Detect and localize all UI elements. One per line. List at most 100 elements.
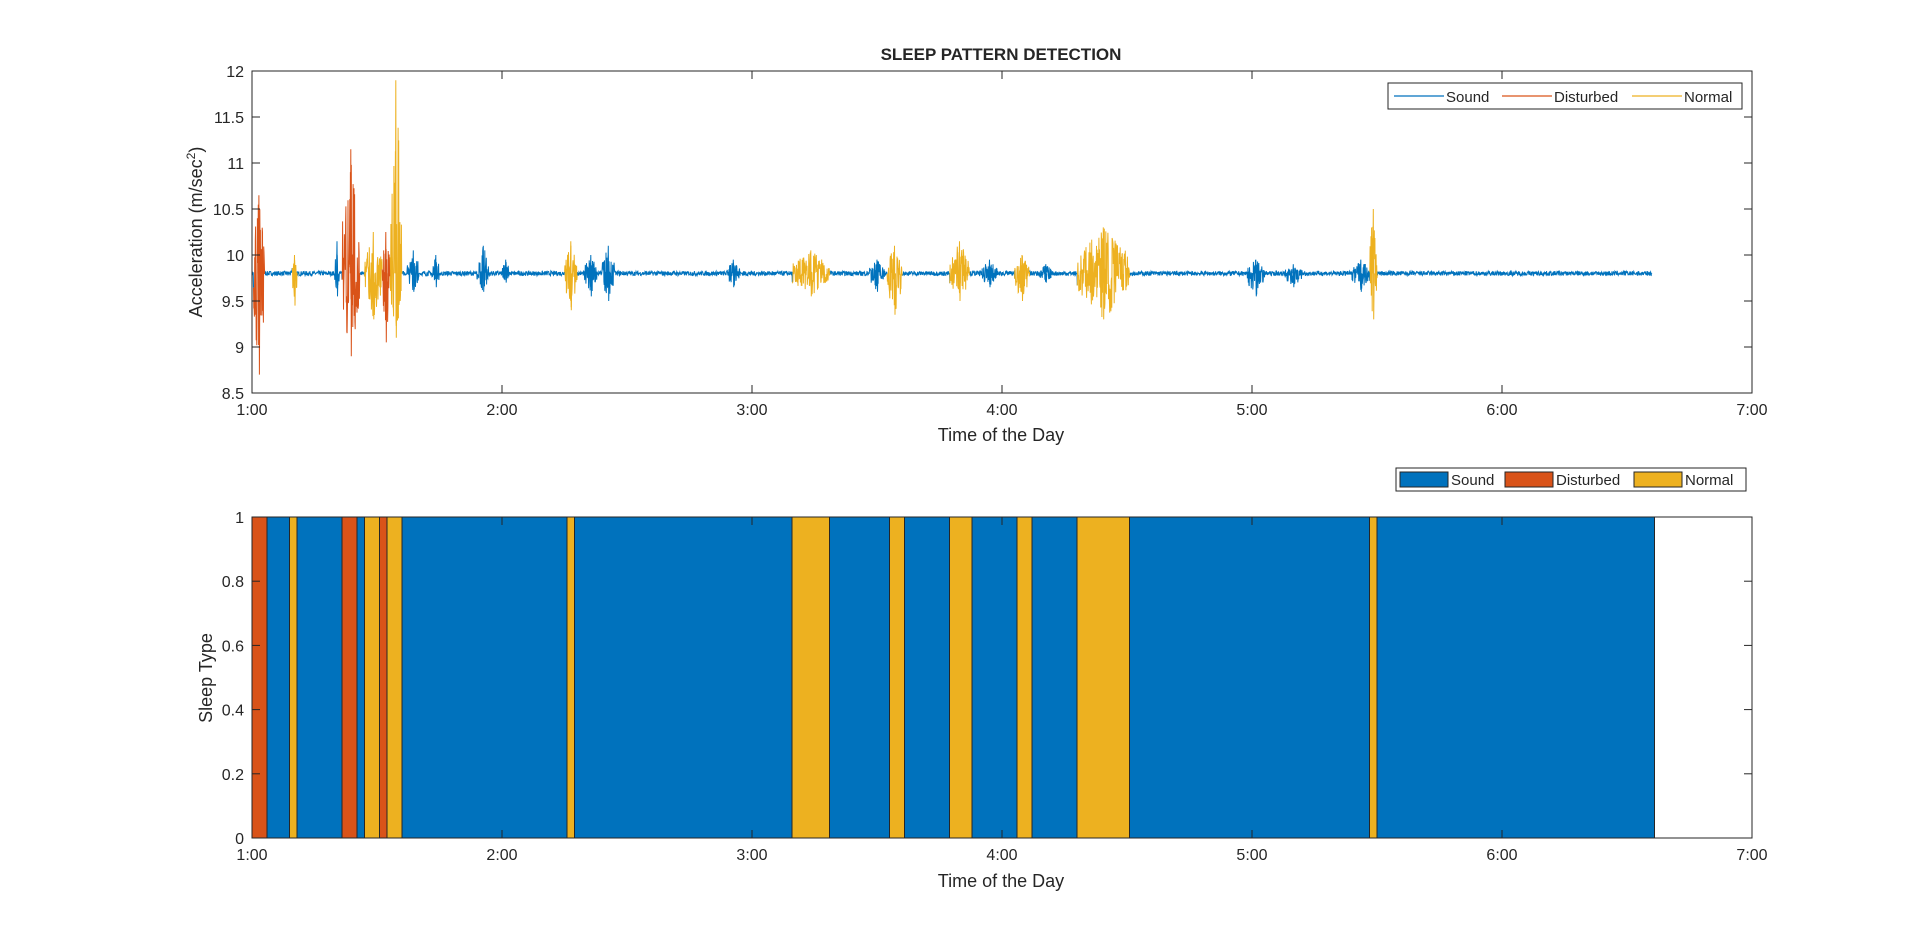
x-tick-label: 5:00	[1236, 847, 1267, 864]
acceleration-chart: SLEEP PATTERN DETECTION 1:00 2:00 3:00 4:00…	[184, 45, 1768, 445]
y-tick-label: 10.5	[213, 202, 244, 219]
sleep-bar-sound	[574, 516, 793, 839]
sleep-bar-normal	[1076, 516, 1130, 839]
x-tick-label: 7:00	[1736, 402, 1767, 419]
bottom-y-ticks: 0 0.2 0.4 0.6 0.8 1	[222, 510, 1752, 848]
x-tick-label: 5:00	[1236, 402, 1267, 419]
sleep-bar-sound	[401, 516, 568, 839]
x-tick-label: 4:00	[986, 402, 1017, 419]
signal-sound-segment	[482, 245, 485, 292]
bottom-legend-normal-label: Normal	[1685, 472, 1733, 489]
x-tick-label: 2:00	[486, 402, 517, 419]
sleep-bar-sound	[971, 516, 1018, 839]
signal-normal-segment	[394, 80, 398, 338]
sleep-type-chart: Sound Disturbed Normal 1:00 2:00 3:00 4:00 5…	[196, 467, 1768, 891]
signal-sound-segment	[336, 241, 339, 297]
bottom-legend-disturbed-label: Disturbed	[1556, 472, 1620, 489]
y-tick-label: 10	[226, 248, 244, 265]
signal-normal-segment	[1372, 208, 1375, 320]
signal-sound-segment	[1377, 269, 1653, 278]
x-tick-label: 4:00	[986, 847, 1017, 864]
signal-sound-segment	[1254, 259, 1258, 297]
y-tick-label: 0.2	[222, 767, 244, 784]
signal-sound-segment	[988, 259, 991, 288]
y-tick-label: 0.8	[222, 574, 244, 591]
sleep-bar-sound	[296, 516, 343, 839]
signal-sound-segment	[1359, 259, 1363, 292]
y-tick-label: 0	[235, 831, 244, 848]
signal-sound-segment	[829, 261, 888, 290]
x-tick-label: 7:00	[1736, 847, 1767, 864]
sleep-bar-sound	[1376, 516, 1655, 839]
signal-disturbed-segment	[257, 195, 261, 375]
signal-sound-segment	[412, 250, 415, 292]
sleep-bar-disturbed	[341, 516, 358, 839]
sleep-bar-normal	[1016, 516, 1033, 839]
sleep-bar-sound	[1129, 516, 1370, 839]
top-x-axis-label: Time of the Day	[938, 425, 1064, 445]
x-tick-label: 6:00	[1486, 402, 1517, 419]
bottom-x-axis-label: Time of the Day	[938, 871, 1064, 891]
sleep-bar-normal	[364, 516, 380, 839]
x-tick-label: 3:00	[736, 847, 767, 864]
sleep-bar-sound	[904, 516, 950, 839]
sleep-bar-disturbed	[379, 516, 388, 839]
signal-sound-segment	[504, 259, 508, 283]
signal-sound-segment	[1029, 265, 1078, 286]
signal-sound-segment	[434, 254, 438, 288]
top-y-label-main: Acceleration (m/sec	[186, 159, 206, 317]
x-tick-label: 1:00	[236, 847, 267, 864]
top-y-axis-label: Acceleration (m/sec2)	[184, 147, 206, 318]
signal-sound-segment	[969, 264, 1016, 285]
top-legend-box	[1387, 82, 1743, 110]
sleep-bar-normal	[566, 516, 575, 839]
sleep-bar-normal	[1369, 516, 1378, 839]
y-tick-label: 0.4	[222, 703, 244, 720]
signal-sound-segment	[576, 252, 793, 294]
top-y-label-close: )	[186, 147, 206, 153]
signal-normal-segment	[372, 231, 375, 320]
bottom-legend-sound-swatch	[1399, 471, 1449, 488]
signal-normal-segment	[809, 250, 813, 297]
sleep-bar-normal	[949, 516, 973, 839]
sleep-bar-sound	[829, 516, 890, 839]
y-tick-label: 11.5	[214, 110, 244, 127]
y-tick-label: 9.5	[222, 294, 244, 311]
signal-sound-segment	[1044, 264, 1048, 283]
top-legend-normal-label: Normal	[1684, 89, 1732, 106]
top-legend[interactable]: Sound Disturbed Normal	[1387, 82, 1743, 110]
sleep-bar-normal	[889, 516, 905, 839]
signal-sound-segment	[1129, 259, 1371, 296]
y-tick-label: 9	[235, 340, 244, 357]
sleep-bar-sound	[266, 516, 290, 839]
top-legend-disturbed-label: Disturbed	[1554, 89, 1618, 106]
signal-sound-segment	[264, 268, 293, 277]
y-tick-label: 1	[235, 510, 244, 527]
bottom-legend-sound-label: Sound	[1451, 472, 1494, 489]
top-x-ticks: 1:00 2:00 3:00 4:00 5:00 6:00 7:00	[236, 71, 1768, 419]
signal-sound-segment	[359, 271, 365, 277]
bottom-legend-disturbed-swatch	[1504, 471, 1554, 488]
bottom-x-ticks: 1:00 2:00 3:00 4:00 5:00 6:00 7:00	[236, 517, 1768, 864]
signal-sound-segment	[876, 259, 879, 292]
sleep-bar-normal	[289, 516, 298, 839]
sleep-type-bars	[251, 516, 1655, 839]
signal-normal-segment	[1021, 254, 1024, 302]
signal-sound-segment	[901, 270, 951, 284]
signal-disturbed-segment	[384, 231, 388, 343]
signal-normal-segment	[958, 241, 961, 302]
bottom-legend[interactable]: Sound Disturbed Normal	[1395, 467, 1747, 492]
signal-sound-segment	[607, 245, 610, 302]
signal-normal-segment	[293, 254, 296, 306]
top-y-label-superscript: 2	[184, 152, 198, 159]
sleep-bar-normal	[386, 516, 403, 839]
top-y-ticks: 8.5 9 9.5 10 10.5 11 11.5 12	[213, 64, 1752, 403]
x-tick-label: 2:00	[486, 847, 517, 864]
signal-normal-segment	[1102, 227, 1105, 320]
bottom-legend-normal-swatch	[1633, 471, 1683, 488]
sleep-bar-sound	[356, 516, 365, 839]
signal-sound-segment	[1292, 264, 1295, 288]
top-axes-box	[251, 70, 1753, 394]
